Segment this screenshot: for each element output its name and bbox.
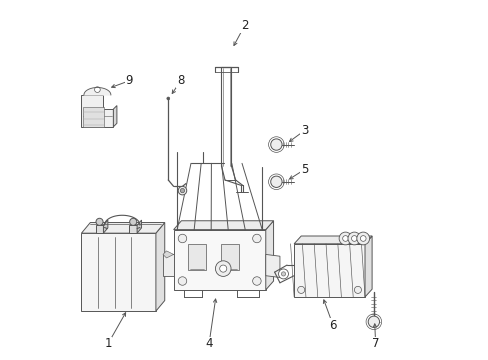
- Polygon shape: [137, 220, 141, 233]
- Polygon shape: [81, 95, 113, 127]
- Circle shape: [252, 277, 261, 285]
- Text: 8: 8: [177, 74, 184, 87]
- Polygon shape: [103, 220, 108, 233]
- Circle shape: [178, 277, 186, 285]
- Polygon shape: [96, 225, 103, 233]
- Text: 4: 4: [205, 337, 212, 350]
- Text: 6: 6: [329, 319, 336, 332]
- Circle shape: [215, 261, 230, 276]
- Polygon shape: [364, 236, 371, 297]
- Circle shape: [351, 236, 356, 241]
- Circle shape: [129, 218, 137, 225]
- Circle shape: [252, 234, 261, 243]
- Polygon shape: [81, 233, 156, 311]
- Circle shape: [356, 232, 369, 245]
- Text: 7: 7: [371, 337, 379, 350]
- Circle shape: [180, 189, 184, 193]
- Circle shape: [347, 232, 360, 245]
- Circle shape: [219, 265, 226, 272]
- Polygon shape: [156, 222, 164, 311]
- Text: 9: 9: [125, 74, 133, 87]
- Polygon shape: [173, 230, 265, 290]
- Circle shape: [367, 316, 379, 328]
- Circle shape: [94, 87, 100, 93]
- Circle shape: [360, 236, 366, 241]
- Polygon shape: [83, 107, 104, 127]
- Polygon shape: [173, 221, 273, 230]
- Circle shape: [297, 286, 304, 293]
- Polygon shape: [221, 244, 239, 270]
- Polygon shape: [84, 87, 111, 95]
- Circle shape: [178, 186, 186, 195]
- Circle shape: [270, 176, 282, 188]
- Circle shape: [339, 232, 351, 245]
- Circle shape: [281, 272, 285, 276]
- Polygon shape: [129, 225, 137, 233]
- Circle shape: [178, 234, 186, 243]
- Text: 2: 2: [240, 19, 248, 32]
- Text: 3: 3: [301, 124, 308, 137]
- Circle shape: [270, 139, 282, 150]
- Text: 5: 5: [301, 163, 308, 176]
- Polygon shape: [293, 236, 371, 244]
- Polygon shape: [293, 244, 364, 297]
- Circle shape: [166, 97, 169, 100]
- Polygon shape: [81, 222, 164, 233]
- Polygon shape: [265, 255, 279, 278]
- Polygon shape: [113, 105, 117, 127]
- Polygon shape: [163, 251, 173, 258]
- Polygon shape: [187, 244, 205, 270]
- Polygon shape: [265, 221, 273, 290]
- Circle shape: [278, 269, 288, 279]
- Text: 1: 1: [104, 337, 112, 350]
- Circle shape: [96, 218, 103, 225]
- Circle shape: [354, 286, 361, 293]
- Polygon shape: [163, 255, 173, 276]
- Circle shape: [342, 236, 347, 241]
